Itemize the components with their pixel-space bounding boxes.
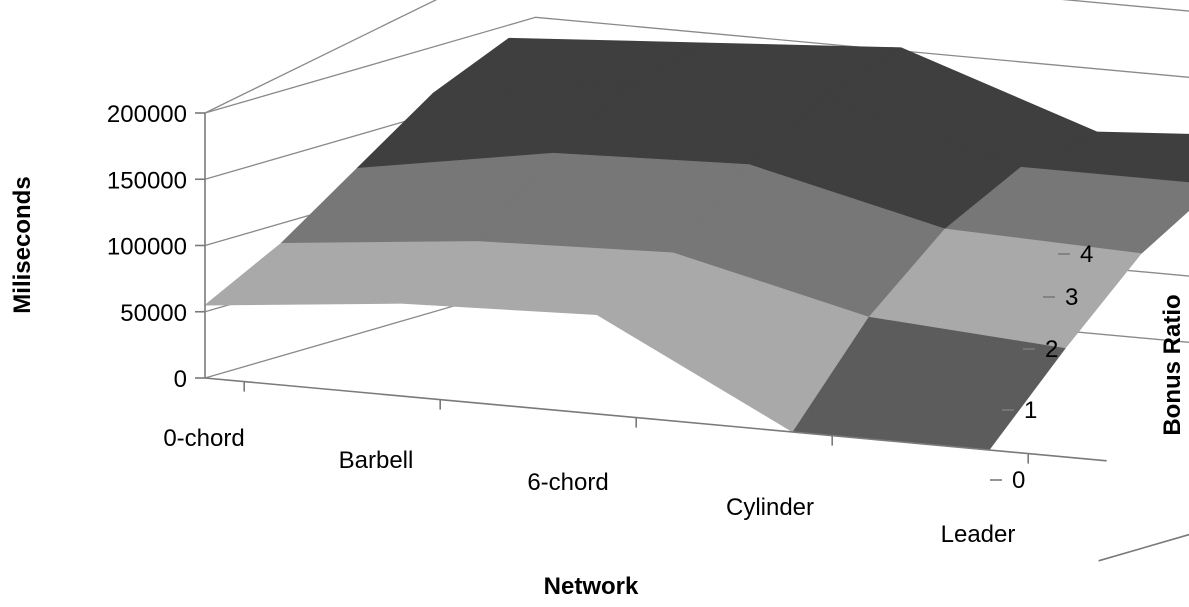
depth-axis-line: [1098, 533, 1189, 562]
y-tick-label: 150000: [107, 167, 187, 194]
y-gridline: [204, 16, 1189, 114]
y-axis-title: Miliseconds: [9, 176, 36, 313]
x-tick-label: Leader: [941, 521, 1016, 548]
y-tick-label: 100000: [107, 234, 187, 261]
x-axis-line: [204, 377, 1107, 462]
depth-tick-label: 0: [1012, 467, 1025, 494]
x-tick-label: 0-chord: [163, 425, 244, 452]
depth-tick-label: 3: [1065, 284, 1078, 311]
x-tick-label: Cylinder: [726, 494, 814, 521]
x-tick-label: Barbell: [339, 447, 414, 474]
wall-edge: [204, 0, 438, 114]
depth-tick-label: 2: [1045, 336, 1058, 363]
tick-labels: 0 50000 100000 150000 200000 0-chord Barbell 6-…: [107, 101, 1093, 548]
axes: [195, 112, 1189, 562]
x-axis-title: Network: [544, 573, 639, 600]
depth-axis-title: Bonus Ratio: [1159, 294, 1186, 435]
x-tick-label: 6-chord: [527, 469, 608, 496]
y-tick-label: 50000: [120, 300, 187, 327]
wall-top: [1061, 0, 1189, 12]
depth-tick-label: 4: [1080, 241, 1093, 268]
y-tick-label: 0: [174, 366, 187, 393]
depth-tick-label: 1: [1024, 397, 1037, 424]
surface-plot: [204, 37, 1189, 451]
y-tick-label: 200000: [107, 101, 187, 128]
